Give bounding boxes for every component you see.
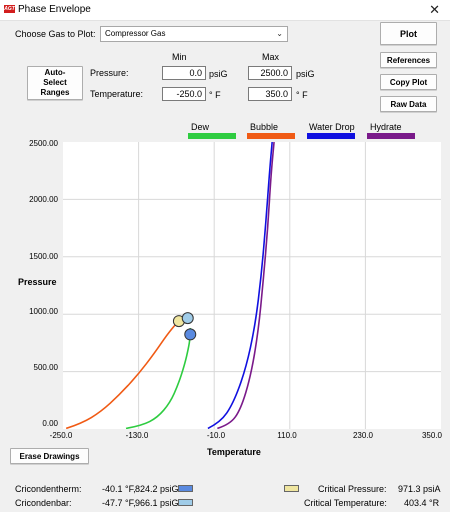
legend-label-bubble: Bubble (250, 122, 279, 132)
pressure-max-unit: psiG (296, 69, 315, 79)
gas-select-value: Compressor Gas (105, 29, 166, 38)
temperature-label: Temperature: (90, 89, 144, 99)
pressure-min-input[interactable]: 0.0 (162, 66, 206, 80)
cricondentherm-swatch (178, 485, 193, 492)
cricondentherm-temp: -40.1 °F, (102, 484, 136, 494)
x-tick-label: 350.0 (421, 431, 443, 440)
series-line-dew (125, 327, 192, 429)
phase-envelope-plot[interactable] (63, 142, 441, 429)
critical-pressure-label: Critical Pressure: (318, 484, 387, 494)
y-tick-label: 2500.00 (29, 139, 58, 148)
y-axis-title: Pressure (18, 277, 57, 287)
series-line-bubble (65, 318, 182, 429)
x-tick-label: -10.0 (206, 431, 226, 440)
cricondenbar-pressure: 966.1 psiG (135, 498, 179, 508)
x-tick-label: -130.0 (125, 431, 149, 440)
cricondenbar-swatch (178, 499, 193, 506)
critical-temperature-label: Critical Temperature: (304, 498, 387, 508)
legend-label-water-drop: Water Drop (309, 122, 355, 132)
app-logo-icon: AGT (4, 5, 15, 13)
y-tick-label: 0.00 (42, 419, 58, 428)
min-label: Min (172, 52, 187, 62)
temperature-max-unit: ° F (296, 90, 308, 100)
cricondenbar-label: Cricondenbar: (15, 498, 72, 508)
cricondentherm-label: Cricondentherm: (15, 484, 82, 494)
marker-cricondenbar (181, 312, 194, 325)
raw-data-button[interactable]: Raw Data (380, 96, 437, 112)
legend-swatch-hydrate (367, 133, 415, 139)
window-title: Phase Envelope (18, 4, 91, 15)
x-axis-title: Temperature (207, 447, 261, 457)
cricondenbar-temp: -47.7 °F, (102, 498, 136, 508)
x-tick-label: 110.0 (277, 431, 297, 440)
series-line-water-drop (207, 142, 273, 429)
chevron-down-icon: ⌄ (276, 29, 283, 38)
temperature-max-input[interactable]: 350.0 (248, 87, 292, 101)
pressure-label: Pressure: (90, 68, 129, 78)
critical-temperature-value: 403.4 °R (404, 498, 440, 508)
legend-swatch-bubble (247, 133, 295, 139)
x-tick-label: 230.0 (352, 431, 374, 440)
gas-label: Choose Gas to Plot: (15, 29, 96, 39)
temperature-min-input[interactable]: -250.0 (162, 87, 206, 101)
references-button[interactable]: References (380, 52, 437, 68)
temperature-min-unit: ° F (209, 90, 221, 100)
y-tick-label: 1000.00 (29, 307, 58, 316)
legend-swatch-water-drop (307, 133, 355, 139)
critical-pressure-value: 971.3 psiA (398, 484, 441, 494)
legend-swatch-dew (188, 133, 236, 139)
title-bar: AGT Phase Envelope ✕ (0, 0, 450, 21)
x-tick-label: -250.0 (49, 431, 73, 440)
critical-swatch (284, 485, 299, 492)
marker-cricondentherm (184, 328, 197, 341)
copy-plot-button[interactable]: Copy Plot (380, 74, 437, 90)
max-label: Max (262, 52, 280, 62)
pressure-max-input[interactable]: 2500.0 (248, 66, 292, 80)
cricondentherm-pressure: 824.2 psiG (135, 484, 179, 494)
y-tick-label: 1500.00 (29, 252, 58, 261)
phase-envelope-chart[interactable] (63, 142, 441, 429)
y-tick-label: 500.00 (33, 363, 58, 372)
y-tick-label: 2000.00 (29, 195, 58, 204)
legend-label-hydrate: Hydrate (370, 122, 402, 132)
erase-drawings-button[interactable]: Erase Drawings (10, 448, 89, 464)
gas-select[interactable]: Compressor Gas ⌄ (100, 26, 288, 42)
close-icon[interactable]: ✕ (429, 2, 440, 17)
auto-select-ranges-button[interactable]: Auto-Select Ranges (27, 66, 83, 100)
legend-label-dew: Dew (191, 122, 210, 132)
series-line-hydrate (217, 142, 275, 429)
plot-button[interactable]: Plot (380, 22, 437, 45)
pressure-min-unit: psiG (209, 69, 228, 79)
